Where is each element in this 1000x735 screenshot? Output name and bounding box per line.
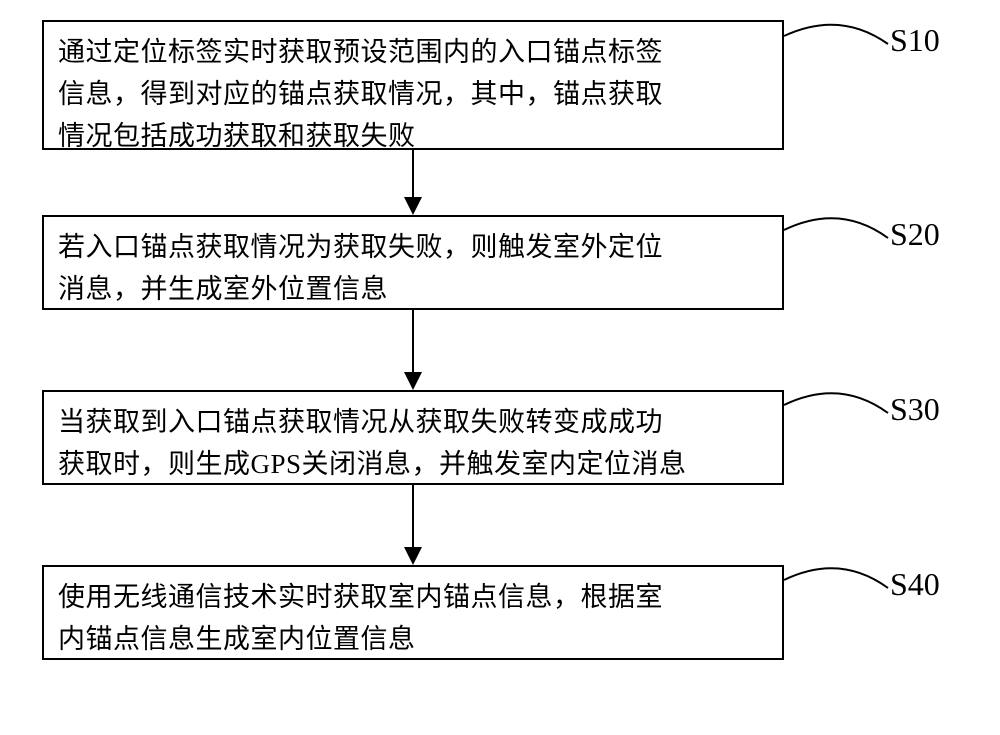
flow-step-box: 使用无线通信技术实时获取室内锚点信息，根据室内锚点信息生成室内位置信息 xyxy=(42,565,784,660)
flow-step-text-line: 使用无线通信技术实时获取室内锚点信息，根据室 xyxy=(58,577,768,619)
step-label: S10 xyxy=(890,22,940,59)
flow-arrow xyxy=(399,485,427,565)
flow-arrow xyxy=(399,310,427,390)
connector-swoosh xyxy=(780,199,892,242)
step-label: S30 xyxy=(890,391,940,428)
flow-step-text-line: 若入口锚点获取情况为获取失败，则触发室外定位 xyxy=(58,227,768,269)
connector-swoosh xyxy=(780,6,892,48)
flow-step-box: 当获取到入口锚点获取情况从获取失败转变成成功获取时，则生成GPS关闭消息，并触发… xyxy=(42,390,784,485)
flow-arrow xyxy=(399,150,427,215)
flow-step-box: 若入口锚点获取情况为获取失败，则触发室外定位消息，并生成室外位置信息 xyxy=(42,215,784,310)
connector-swoosh xyxy=(780,374,892,417)
flow-step-text-line: 获取时，则生成GPS关闭消息，并触发室内定位消息 xyxy=(58,444,768,486)
flow-step-text-line: 消息，并生成室外位置信息 xyxy=(58,269,768,311)
step-label: S40 xyxy=(890,566,940,603)
flow-step-text-line: 信息，得到对应的锚点获取情况，其中，锚点获取 xyxy=(58,74,768,116)
step-label: S20 xyxy=(890,216,940,253)
flow-step-text-line: 通过定位标签实时获取预设范围内的入口锚点标签 xyxy=(58,32,768,74)
flow-step-text-line: 内锚点信息生成室内位置信息 xyxy=(58,619,768,661)
flow-step-box: 通过定位标签实时获取预设范围内的入口锚点标签信息，得到对应的锚点获取情况，其中，… xyxy=(42,20,784,150)
connector-swoosh xyxy=(780,549,892,592)
flow-step-text-line: 当获取到入口锚点获取情况从获取失败转变成成功 xyxy=(58,402,768,444)
